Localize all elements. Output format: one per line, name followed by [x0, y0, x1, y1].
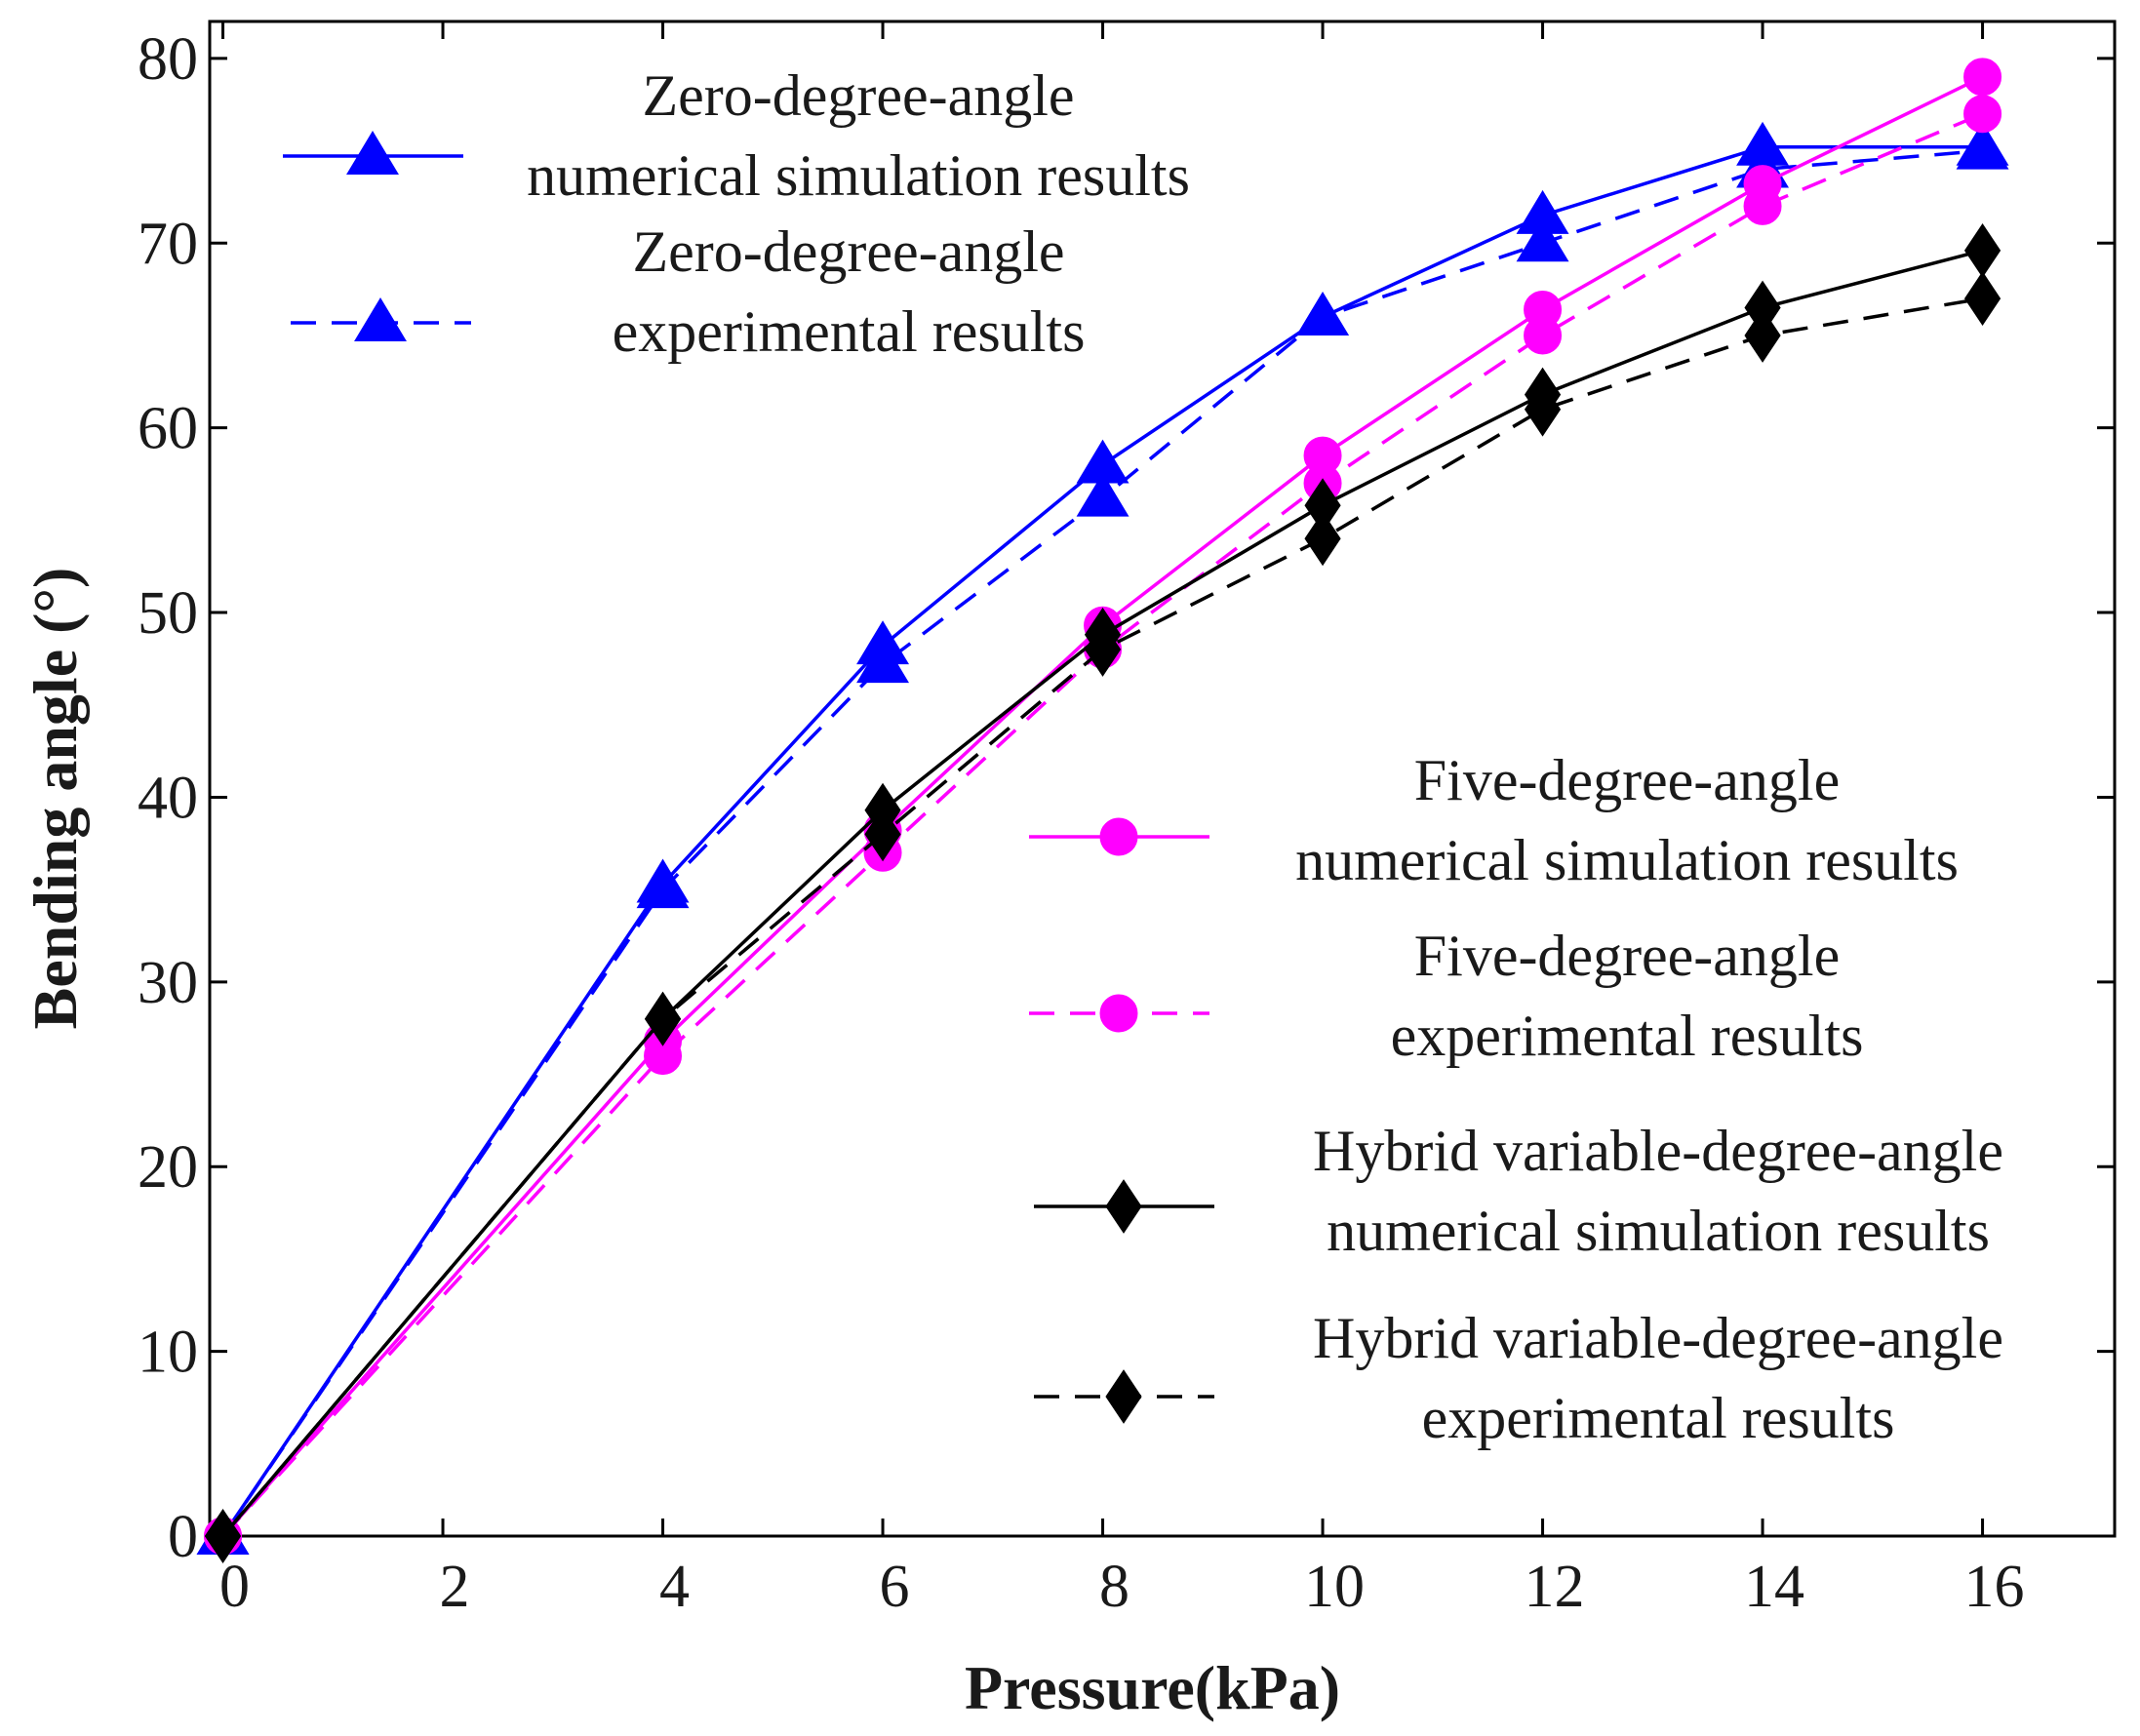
plot-frame	[208, 20, 2117, 1538]
legend-label-line1: Zero-degree-angle	[632, 219, 1064, 284]
y-axis-title: Bending angle (°)	[20, 568, 90, 1030]
data-point-hybrid-exp	[1084, 622, 1122, 677]
x-tick-label: 2	[440, 1554, 470, 1620]
x-tick-label: 10	[1304, 1554, 1365, 1620]
y-tick-label: 60	[138, 396, 198, 462]
data-point-hybrid-exp	[1744, 308, 1781, 363]
x-tick-label: 0	[219, 1554, 250, 1620]
legend-marker-hybrid-exp	[1105, 1369, 1142, 1424]
data-point-hybrid-exp	[864, 807, 901, 862]
series-line-zero-sim	[221, 145, 1983, 1537]
legend-label-line1: Five-degree-angle	[1414, 924, 1840, 988]
x-tick-label: 14	[1744, 1554, 1804, 1620]
x-tick-label: 6	[880, 1554, 910, 1620]
data-point-hybrid-exp	[1524, 381, 1562, 437]
legend-marker-zero-exp	[354, 297, 407, 341]
x-tick-label: 4	[659, 1554, 690, 1620]
data-point-zero-exp	[1296, 292, 1350, 336]
legend-marker-five-sim	[1099, 817, 1138, 856]
legend-label-line1: Hybrid variable-degree-angle	[1313, 1306, 2003, 1370]
legend-item-zero-sim: Zero-degree-angle numerical simulation re…	[283, 63, 1190, 208]
legend-item-five-exp: Five-degree-angle experimental results	[1029, 924, 1863, 1068]
legend-label-line2: numerical simulation results	[1295, 828, 1959, 892]
series-line-five-sim	[221, 75, 1984, 1538]
x-tick-label: 16	[1964, 1554, 2025, 1620]
data-point-zero-exp	[1516, 217, 1569, 262]
data-point-hybrid-exp	[1304, 511, 1341, 567]
series-hybrid-exp	[204, 271, 2001, 1563]
x-tick-label: 8	[1099, 1554, 1129, 1620]
legend-label-line1: Zero-degree-angle	[642, 63, 1074, 128]
legend-item-hybrid-exp: Hybrid variable-degree-angle experimental…	[1034, 1306, 2003, 1450]
legend-label-line2: experimental results	[1422, 1386, 1895, 1450]
series-line-zero-exp	[221, 148, 1983, 1537]
series-line-hybrid-exp	[221, 296, 1983, 1538]
y-tick-label: 70	[138, 211, 198, 277]
series-group	[196, 58, 2009, 1563]
y-tick-label: 30	[138, 950, 198, 1016]
legend-item-zero-exp: Zero-degree-angle experimental results	[291, 219, 1085, 364]
legend-label-line2: experimental results	[613, 299, 1086, 364]
legend-marker-hybrid-sim	[1105, 1179, 1142, 1234]
legend-label-line2: experimental results	[1391, 1004, 1864, 1068]
data-point-five-sim	[1963, 58, 2002, 97]
series-line-five-exp	[221, 112, 1984, 1538]
data-point-hybrid-exp	[1963, 271, 2001, 326]
data-point-five-exp	[1524, 316, 1563, 355]
axes-frame-group: 0 2 4 6 8 10 12 14 16 0 10 20 30 40 50 60 70 80	[138, 20, 2117, 1620]
data-point-zero-exp	[1076, 472, 1129, 517]
y-tick-label: 10	[138, 1320, 198, 1386]
x-tick-label: 12	[1525, 1554, 1585, 1620]
y-tick-label: 20	[138, 1134, 198, 1201]
series-line-hybrid-sim	[221, 249, 1983, 1538]
data-point-zero-exp	[856, 639, 910, 684]
data-point-zero-exp	[636, 864, 690, 909]
legend-group: Zero-degree-angle numerical simulation re…	[283, 63, 2003, 1450]
y-tick-label: 0	[168, 1504, 198, 1570]
data-point-hybrid-exp	[644, 991, 682, 1046]
legend-label-line2: numerical simulation results	[527, 143, 1190, 208]
legend-item-five-sim: Five-degree-angle numerical simulation re…	[1029, 748, 1959, 892]
legend-label-line2: numerical simulation results	[1327, 1199, 1990, 1263]
data-point-five-exp	[1743, 186, 1782, 225]
legend-item-hybrid-sim: Hybrid variable-degree-angle numerical si…	[1034, 1119, 2003, 1263]
y-tick-label: 80	[138, 26, 198, 93]
data-point-zero-exp	[1956, 125, 2009, 170]
legend-marker-five-exp	[1099, 994, 1138, 1033]
x-axis-title: Pressure(kPa)	[965, 1653, 1340, 1722]
y-tick-label: 40	[138, 765, 198, 831]
legend-marker-zero-sim	[346, 131, 399, 175]
data-point-hybrid-exp	[204, 1509, 242, 1563]
y-tick-label: 50	[138, 580, 198, 647]
legend-label-line1: Hybrid variable-degree-angle	[1313, 1119, 2003, 1183]
data-point-five-exp	[1963, 95, 2002, 134]
legend-label-line1: Five-degree-angle	[1414, 748, 1840, 812]
